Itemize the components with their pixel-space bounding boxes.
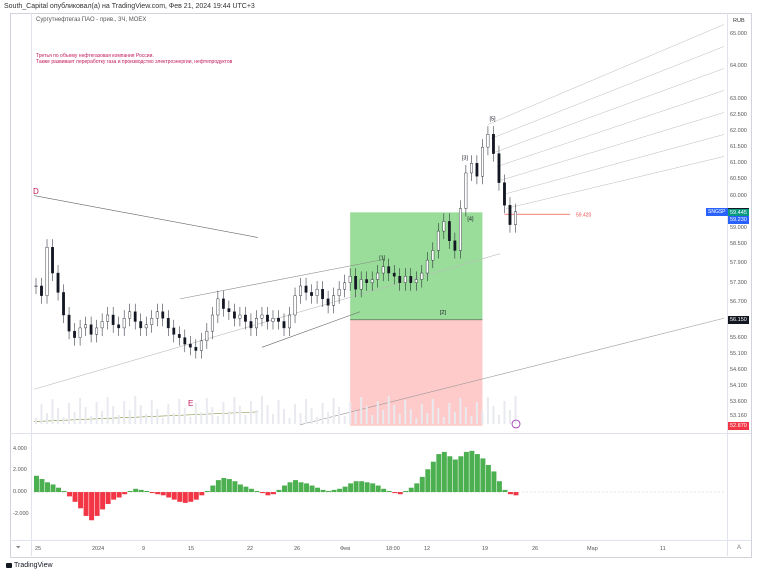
price-tick-label: 54.600 bbox=[730, 366, 747, 373]
time-axis-divider bbox=[10, 540, 751, 541]
time-tick-label: 18:00 bbox=[386, 546, 400, 552]
price-tick-label: 62.000 bbox=[730, 127, 747, 134]
time-tick-label: Мар bbox=[587, 546, 598, 552]
time-tick-label: 15 bbox=[188, 546, 195, 552]
time-tick-label: 12 bbox=[424, 546, 431, 552]
price-tick-label: 53.600 bbox=[730, 399, 747, 406]
publication-caption: South_Capital опубликовал(а) на TradingV… bbox=[4, 3, 255, 10]
footer-brand: TradingView bbox=[6, 562, 53, 569]
left-axis-divider bbox=[31, 13, 32, 556]
oscillator-tick-label: 0.000 bbox=[13, 489, 27, 496]
tradingview-logo-icon bbox=[6, 562, 12, 568]
time-tick-label: Фев bbox=[340, 546, 351, 552]
currency-label[interactable]: RUB bbox=[733, 18, 745, 24]
price-tick-label: 55.600 bbox=[730, 334, 747, 341]
price-badge: 52.870 bbox=[728, 421, 749, 430]
footer-brand-text: TradingView bbox=[14, 562, 53, 569]
price-tick-label: 57.900 bbox=[730, 260, 747, 267]
price-tick-label: 53.160 bbox=[730, 413, 747, 420]
oscillator-tick-label: 4.000 bbox=[13, 445, 27, 452]
time-tick-label: 25 bbox=[35, 546, 42, 552]
price-tick-label: 60.500 bbox=[730, 176, 747, 183]
chart-title: Сургутнефтегаз ПАО - прив., 3Ч, MOEX bbox=[36, 17, 147, 23]
price-tick-label: 61.500 bbox=[730, 144, 747, 151]
ticker-badge: SNGSP bbox=[706, 208, 728, 217]
price-tick-label: 62.500 bbox=[730, 111, 747, 118]
pane-divider[interactable] bbox=[10, 433, 751, 434]
price-tick-label: 61.000 bbox=[730, 160, 747, 167]
price-tick-label: 56.700 bbox=[730, 299, 747, 306]
oscillator-tick-label: -2.000 bbox=[13, 510, 29, 517]
auto-scale-icon[interactable]: A bbox=[737, 545, 742, 551]
description-line-1: Третья по объему нефтегазовая компания Р… bbox=[36, 53, 154, 59]
price-tick-label: 55.100 bbox=[730, 350, 747, 357]
time-tick-label: 19 bbox=[482, 546, 489, 552]
time-tick-label: 26 bbox=[532, 546, 539, 552]
price-axis-divider bbox=[727, 13, 728, 556]
price-tick-label: 54.100 bbox=[730, 383, 747, 390]
price-tick-label: 58.500 bbox=[730, 240, 747, 247]
chart-frame bbox=[10, 13, 752, 558]
time-tick-label: 22 bbox=[247, 546, 254, 552]
description-line-2: Также развивает переработку газа и произ… bbox=[36, 59, 233, 65]
time-tick-label: 11 bbox=[660, 546, 666, 552]
price-tick-label: 64.000 bbox=[730, 63, 747, 70]
price-badge: 59.445 bbox=[728, 209, 749, 218]
goto-date-icon[interactable]: ⏷ bbox=[16, 545, 21, 551]
time-tick-label: 9 bbox=[142, 546, 146, 552]
price-badge: 59.230 bbox=[728, 216, 749, 225]
time-tick-label: 26 bbox=[294, 546, 301, 552]
price-badge: 56.150 bbox=[728, 315, 749, 324]
time-tick-label: 2024 bbox=[92, 546, 105, 552]
oscillator-tick-label: 2.000 bbox=[13, 467, 27, 474]
price-tick-label: 59.000 bbox=[730, 224, 747, 231]
price-tick-label: 60.000 bbox=[730, 192, 747, 199]
price-tick-label: 65.000 bbox=[730, 31, 747, 38]
price-tick-label: 63.000 bbox=[730, 95, 747, 102]
price-tick-label: 57.300 bbox=[730, 279, 747, 286]
